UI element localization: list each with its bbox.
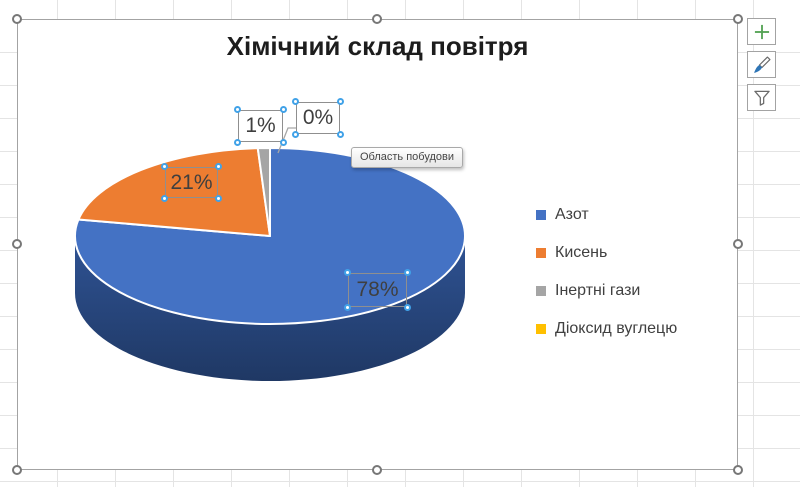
label-resize-handle[interactable]	[161, 195, 168, 202]
label-resize-handle[interactable]	[344, 304, 351, 311]
chart-styles-button[interactable]	[747, 51, 776, 78]
brush-icon	[753, 56, 770, 73]
label-resize-handle[interactable]	[280, 139, 287, 146]
legend-label: Азот	[555, 206, 589, 223]
label-resize-handle[interactable]	[292, 131, 299, 138]
legend-item-inertni-hazy[interactable]: Інертні гази	[536, 272, 677, 310]
legend-marker	[536, 324, 546, 334]
plot-area-tooltip: Область побудови	[351, 147, 464, 168]
label-resize-handle[interactable]	[337, 98, 344, 105]
chart-legend: Азот Кисень Інертні гази Діоксид вуглецю	[536, 196, 677, 348]
label-resize-handle[interactable]	[292, 98, 299, 105]
label-resize-handle[interactable]	[215, 195, 222, 202]
plus-icon	[754, 24, 769, 39]
chart-title[interactable]: Хімічний склад повітря	[226, 31, 529, 61]
data-label-inertni[interactable]: 1%	[234, 106, 287, 146]
funnel-icon	[753, 90, 770, 106]
chart-resize-handle-top-left[interactable]	[12, 14, 22, 24]
data-label-value: 1%	[245, 114, 276, 137]
label-resize-handle[interactable]	[215, 163, 222, 170]
data-label-azot[interactable]: 78%	[344, 269, 411, 311]
chart-resize-handle-top-right[interactable]	[733, 14, 743, 24]
chart-tools-panel	[747, 18, 776, 117]
chart-resize-handle-bottom-left[interactable]	[12, 465, 22, 475]
label-resize-handle[interactable]	[234, 139, 241, 146]
data-label-value: 0%	[302, 106, 334, 129]
legend-label: Інертні гази	[555, 282, 641, 299]
legend-marker	[536, 210, 546, 220]
legend-item-dioksyd-vuhletsiu[interactable]: Діоксид вуглецю	[536, 310, 677, 348]
chart-resize-handle-mid-left[interactable]	[12, 239, 22, 249]
legend-marker	[536, 286, 546, 296]
legend-label: Діоксид вуглецю	[555, 320, 678, 337]
legend-label: Кисень	[555, 244, 608, 261]
label-resize-handle[interactable]	[234, 106, 241, 113]
chart-resize-handle-bottom-right[interactable]	[733, 465, 743, 475]
chart-resize-handle-bottom-center[interactable]	[372, 465, 382, 475]
data-label-kysen[interactable]: 21%	[161, 163, 222, 202]
label-resize-handle[interactable]	[344, 269, 351, 276]
chart-resize-handle-mid-right[interactable]	[733, 239, 743, 249]
legend-marker	[536, 248, 546, 258]
label-resize-handle[interactable]	[161, 163, 168, 170]
data-label-value: 78%	[356, 278, 399, 301]
data-label-dioksyd[interactable]: 0%	[292, 98, 344, 138]
label-resize-handle[interactable]	[404, 269, 411, 276]
label-resize-handle[interactable]	[404, 304, 411, 311]
label-resize-handle[interactable]	[280, 106, 287, 113]
data-label-value: 21%	[170, 170, 213, 194]
label-resize-handle[interactable]	[337, 131, 344, 138]
chart-resize-handle-top-center[interactable]	[372, 14, 382, 24]
legend-item-kysen[interactable]: Кисень	[536, 234, 677, 272]
chart-filters-button[interactable]	[747, 84, 776, 111]
chart-elements-button[interactable]	[747, 18, 776, 45]
legend-item-azot[interactable]: Азот	[536, 196, 677, 234]
